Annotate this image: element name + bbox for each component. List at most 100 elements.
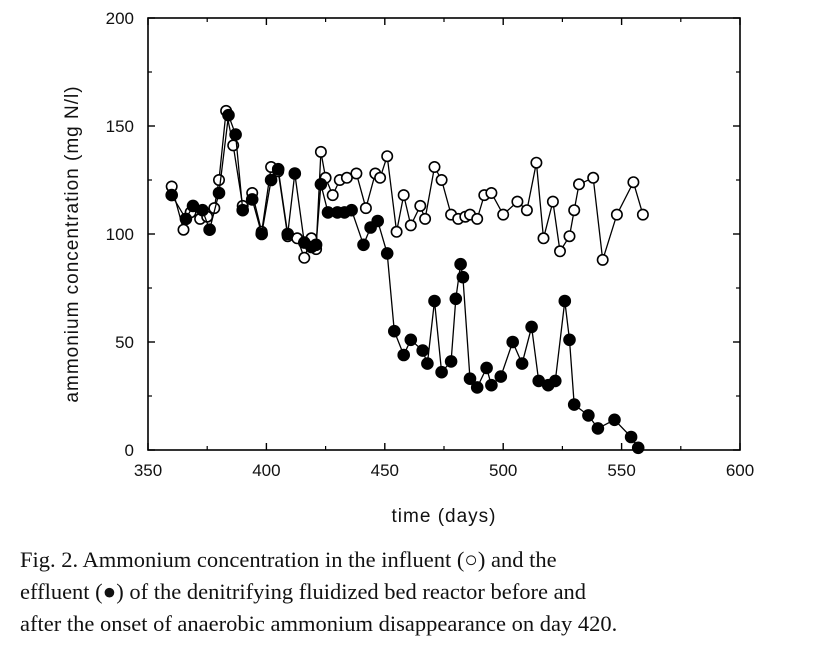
influent-point [359, 202, 372, 215]
influent-point [414, 199, 427, 212]
influent-point [572, 178, 585, 191]
influent-point [568, 204, 581, 217]
x-axis-title: time (days) [392, 506, 497, 527]
effluent-point [416, 344, 430, 357]
influent-point [213, 174, 226, 187]
effluent-point [371, 214, 385, 228]
effluent-point [525, 320, 538, 334]
influent-point [471, 212, 484, 225]
influent-point [497, 208, 510, 221]
effluent-point [567, 398, 581, 411]
effluent-point [558, 294, 572, 308]
influent-point [404, 219, 417, 232]
axes: 350 400 450 500 550 600 0 50 100 150 200 [106, 9, 755, 480]
influent-point [381, 150, 394, 163]
effluent-point [435, 365, 448, 379]
effluent-point [165, 188, 178, 202]
effluent-point [314, 178, 328, 191]
effluent-point [245, 193, 259, 206]
influent-point [419, 212, 432, 225]
y-tick-label: 50 [115, 333, 134, 352]
effluent-point [236, 203, 249, 217]
plot-frame [147, 17, 741, 451]
influent-point [511, 195, 524, 208]
effluent-point [397, 348, 411, 362]
y-tick-label: 150 [106, 117, 134, 136]
effluent-point [549, 374, 562, 388]
influent-point [374, 171, 387, 184]
influent-point [596, 253, 609, 266]
influent-point [530, 156, 543, 169]
influent-point [340, 171, 353, 184]
y-tick-label: 0 [125, 441, 134, 460]
effluent-point [608, 413, 621, 427]
effluent-point [288, 167, 302, 180]
influent-point [326, 189, 339, 202]
effluent-point [428, 294, 441, 308]
effluent-point [357, 238, 370, 252]
caption-line: after the onset of anaerobic ammonium di… [20, 611, 618, 636]
effluent-point [591, 422, 605, 435]
effluent-point [196, 203, 209, 217]
scatter-chart: 350 400 450 500 550 600 0 50 100 150 200 time (day… [62, 9, 755, 527]
influent-point [627, 176, 640, 189]
influent-point [390, 225, 403, 238]
influent-point [428, 161, 441, 174]
effluent-point [480, 361, 493, 375]
influent-point [298, 251, 311, 264]
effluent-point [179, 212, 193, 226]
effluent-point [624, 430, 638, 444]
x-tick-label: 350 [134, 461, 162, 480]
y-tick-label: 100 [106, 225, 134, 244]
influent-point [537, 232, 550, 245]
effluent-point [281, 227, 295, 241]
effluent-point [631, 441, 645, 455]
influent-point [520, 204, 533, 217]
influent-point [314, 145, 327, 158]
effluent-point [582, 409, 595, 422]
influent-point [485, 187, 498, 200]
effluent-point [444, 355, 458, 368]
effluent-point [449, 292, 463, 306]
influent-point [563, 230, 576, 243]
influent-point [435, 174, 448, 187]
effluent-point [212, 186, 226, 200]
x-tick-label: 400 [252, 461, 280, 480]
y-axis-title: ammonium concentration (mg N/l) [62, 85, 83, 402]
effluent-point [309, 238, 323, 252]
effluent-point [456, 270, 470, 284]
influent-point [610, 208, 623, 221]
effluent-point [563, 333, 576, 347]
effluent-point [271, 162, 285, 176]
x-tick-label: 500 [489, 461, 517, 480]
effluent-point [454, 257, 467, 271]
effluent-point [222, 108, 235, 122]
influent-point [587, 171, 600, 184]
effluent-point [345, 203, 358, 217]
effluent-point [264, 173, 278, 187]
effluent-point [404, 333, 418, 347]
effluent-point [463, 372, 477, 386]
effluent-point [380, 247, 394, 260]
series-layer [165, 104, 649, 455]
effluent-point [485, 378, 498, 392]
x-tick-label: 450 [371, 461, 399, 480]
y-tick-label: 200 [106, 9, 134, 28]
effluent-point [421, 357, 434, 370]
effluent-point [203, 223, 216, 236]
effluent-point [229, 128, 242, 141]
effluent-line [171, 114, 639, 449]
influent-point [553, 245, 566, 258]
influent-point [350, 167, 363, 180]
influent-point [397, 189, 410, 202]
effluent-point [255, 227, 269, 241]
caption-line: Fig. 2. Ammonium concentration in the in… [20, 547, 557, 572]
caption-line: effluent (●) of the denitrifying fluidiz… [20, 579, 587, 604]
x-tick-label: 600 [726, 461, 754, 480]
figure-caption: Fig. 2. Ammonium concentration in the in… [20, 544, 780, 640]
influent-point [546, 195, 559, 208]
effluent-point [388, 324, 401, 338]
x-tick-label: 550 [607, 461, 635, 480]
effluent-point [506, 335, 520, 349]
influent-point [177, 223, 190, 236]
